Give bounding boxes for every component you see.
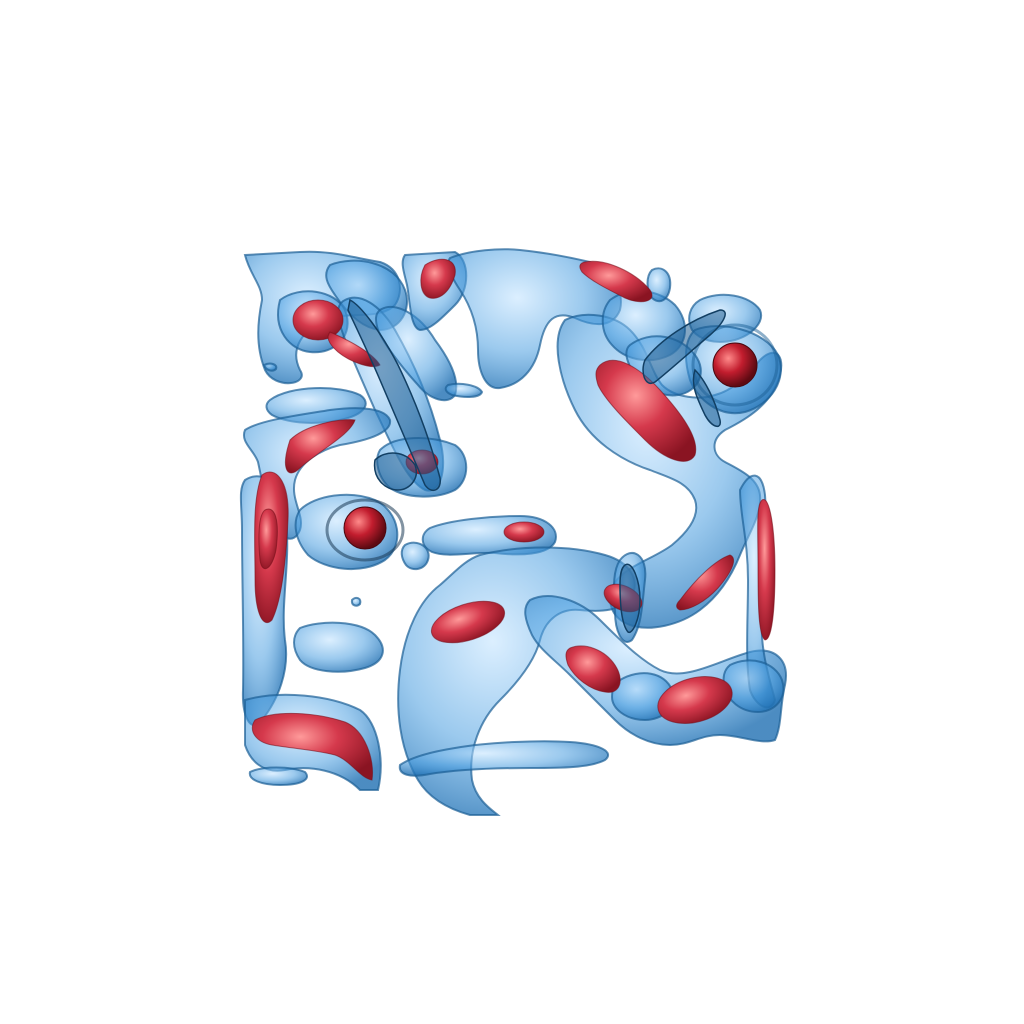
inner-blob (285, 419, 356, 474)
inner-blob (251, 713, 374, 781)
outer-blob (262, 362, 278, 372)
outer-blob (400, 541, 430, 571)
outer-blob (444, 382, 484, 398)
tube-segment (692, 368, 721, 427)
inner-blob (258, 508, 278, 570)
inner-blob (430, 600, 506, 644)
inner-blob (292, 299, 344, 341)
highlighted-spheres (325, 323, 779, 562)
outer-blob (398, 740, 609, 777)
inner-blob (327, 331, 381, 367)
inner-blob (579, 260, 653, 303)
tube-segment (373, 452, 417, 491)
outer-blob (646, 267, 672, 303)
outer-blob (248, 766, 308, 787)
inner-blob (757, 499, 776, 641)
inner-blob (565, 645, 621, 693)
inner-blob (676, 554, 734, 611)
outer-blob (350, 596, 362, 607)
outer-blob (374, 305, 458, 402)
tube-segment (347, 298, 441, 492)
sphere-halo (691, 323, 779, 407)
outer-blob (447, 248, 622, 390)
sphere-core (712, 342, 758, 388)
dark-tube-overlays (347, 298, 726, 634)
inner-blob (503, 521, 545, 543)
outer-blob (293, 621, 384, 673)
tube-segment (642, 309, 726, 385)
sphere-core (343, 506, 387, 550)
inner-blob (657, 676, 733, 724)
tube-segment (619, 563, 641, 634)
sphere-halo (325, 498, 405, 562)
outer-isosurface-layer (239, 248, 787, 816)
inner-blob (420, 258, 456, 299)
